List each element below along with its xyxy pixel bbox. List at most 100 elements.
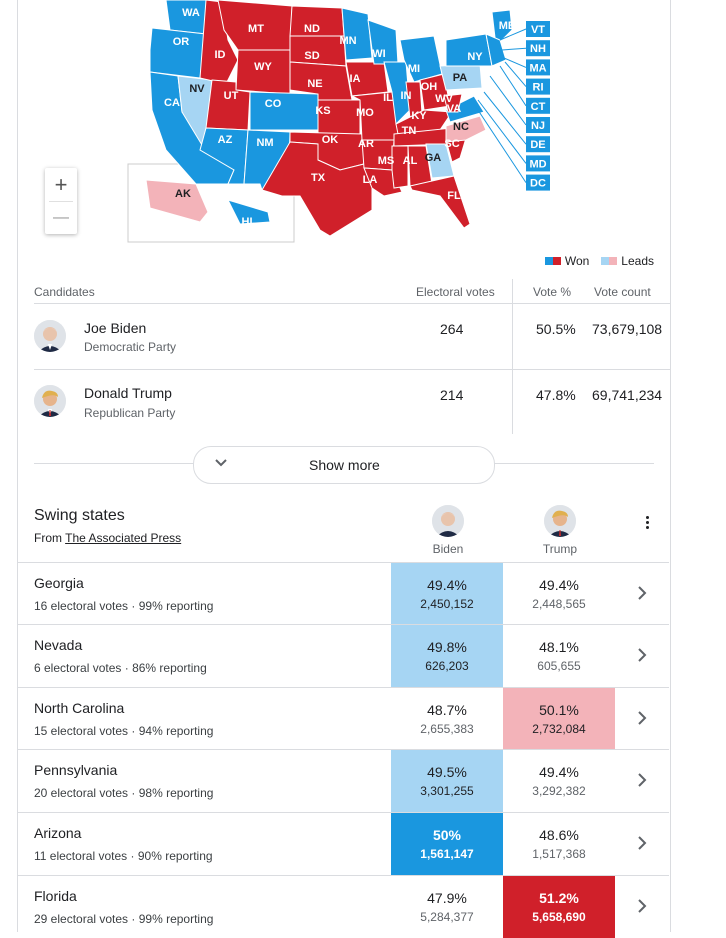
biden-pct: 50% [432, 827, 462, 843]
electoral-votes: 15 electoral votes [34, 724, 129, 738]
electoral-votes: 11 electoral votes [34, 849, 128, 863]
state-box[interactable] [526, 136, 550, 153]
swing-state-row[interactable]: North Carolina 15 electoral votes · 94% r… [17, 687, 669, 750]
reporting: 90% reporting [137, 849, 213, 863]
state-box[interactable] [526, 40, 550, 57]
swing-state-row[interactable]: Nevada 6 electoral votes · 86% reporting 4… [17, 624, 669, 687]
trump-pct: 49.4% [539, 764, 579, 780]
candidate-party-trump: Republican Party [84, 406, 176, 420]
state-box[interactable] [526, 174, 550, 191]
header-vote-count: Vote count [594, 285, 651, 299]
biden-result-cell: 48.7% 2,655,383 [391, 688, 503, 750]
state-shape[interactable] [409, 175, 471, 229]
trump-pct: 50.1% [539, 702, 579, 718]
biden-column-label: Biden [432, 542, 464, 556]
show-more-button[interactable]: Show more [193, 446, 495, 484]
biden-result-cell: 49.5% 3,301,255 [391, 750, 503, 812]
state-box[interactable] [526, 155, 550, 172]
biden-result-cell: 50% 1,561,147 [391, 813, 503, 875]
biden-pct: 49.4% [427, 577, 467, 593]
state-shape[interactable] [485, 33, 507, 67]
state-label: KY [411, 110, 427, 122]
swing-state-row[interactable]: Florida 29 electoral votes · 99% reportin… [17, 875, 669, 938]
state-shape[interactable] [443, 93, 463, 113]
state-label: UT [224, 90, 239, 102]
state-label: AL [403, 155, 418, 167]
swing-state-row[interactable]: Arizona 11 electoral votes · 90% reportin… [17, 812, 669, 875]
state-shape[interactable] [445, 115, 487, 143]
chevron-right-icon[interactable] [635, 898, 649, 919]
state-label: TX [311, 172, 326, 184]
state-shape[interactable] [227, 199, 271, 225]
state-label: WV [435, 93, 453, 105]
state-box-label: NH [530, 43, 546, 55]
trump-column-avatar [544, 505, 576, 537]
swing-source: From The Associated Press [34, 531, 181, 545]
legend-won-label: Won [564, 254, 590, 268]
vote-pct-trump: 47.8% [536, 387, 576, 403]
state-label: PA [453, 72, 468, 84]
state-label: MO [356, 107, 374, 119]
divider [34, 303, 670, 304]
source-link[interactable]: The Associated Press [65, 531, 182, 545]
chevron-right-icon[interactable] [635, 710, 649, 731]
state-label: NM [256, 137, 273, 149]
state-label: MS [378, 155, 395, 167]
state-label: SC [444, 138, 459, 150]
state-label: LA [363, 174, 378, 186]
header-electoral-votes: Electoral votes [416, 285, 495, 299]
more-options-icon[interactable] [646, 516, 650, 531]
state-shape[interactable] [145, 179, 209, 223]
state-box[interactable] [526, 21, 550, 37]
state-box-label: RI [533, 82, 544, 94]
state-box[interactable] [526, 59, 550, 76]
biden-pct: 49.5% [427, 764, 467, 780]
state-info: 11 electoral votes · 90% reporting [34, 849, 213, 863]
chevron-right-icon[interactable] [635, 585, 649, 606]
zoom-out-button[interactable]: — [53, 209, 69, 226]
state-shape[interactable] [149, 27, 207, 79]
state-info: 20 electoral votes · 98% reporting [34, 786, 214, 800]
state-shape[interactable] [445, 95, 485, 123]
electoral-map[interactable]: WA OR CA NV ID MT WY UT CO AZ NM ND SD NE KS OK TX MN IA MO… [0, 0, 726, 250]
reporting: 86% reporting [132, 661, 207, 675]
state-box-label: NJ [531, 120, 545, 132]
header-vote-pct: Vote % [533, 285, 572, 299]
callout-line [503, 57, 527, 68]
state-shape[interactable] [341, 7, 373, 61]
state-box[interactable] [526, 97, 550, 114]
state-label: ID [215, 49, 226, 61]
state-label: IA [350, 73, 361, 85]
state-label: OK [322, 134, 339, 146]
state-shape[interactable] [249, 91, 319, 131]
chevron-right-icon[interactable] [635, 772, 649, 793]
state-box[interactable] [526, 78, 550, 95]
zoom-in-button[interactable]: + [54, 172, 68, 197]
state-label: CO [265, 98, 282, 110]
vote-pct-biden: 50.5% [536, 321, 576, 337]
state-label: SD [304, 50, 319, 62]
state-label: OH [421, 81, 438, 93]
trump-count: 605,655 [537, 659, 581, 673]
reporting: 98% reporting [138, 786, 214, 800]
state-name: Nevada [34, 637, 83, 653]
state-shape[interactable] [395, 109, 453, 135]
callout-line [489, 75, 527, 126]
state-box[interactable] [526, 117, 550, 133]
chevron-down-icon [214, 456, 228, 473]
state-shape[interactable] [391, 145, 409, 189]
chevron-right-icon[interactable] [635, 835, 649, 856]
swing-state-row[interactable]: Georgia 16 electoral votes · 99% reportin… [17, 562, 669, 625]
show-more-label: Show more [309, 457, 380, 473]
chevron-right-icon[interactable] [635, 647, 649, 668]
electoral-votes-biden: 264 [440, 321, 464, 337]
state-label: CA [164, 97, 180, 109]
divider [34, 369, 670, 370]
candidate-name-biden: Joe Biden [84, 320, 147, 336]
swing-state-row[interactable]: Pennsylvania 20 electoral votes · 98% rep… [17, 749, 669, 812]
state-shape[interactable] [491, 9, 513, 48]
trump-result-cell: 50.1% 2,732,084 [503, 688, 615, 750]
state-name: Florida [34, 888, 77, 904]
state-box-label: VT [531, 24, 545, 36]
state-shape[interactable] [383, 61, 411, 126]
